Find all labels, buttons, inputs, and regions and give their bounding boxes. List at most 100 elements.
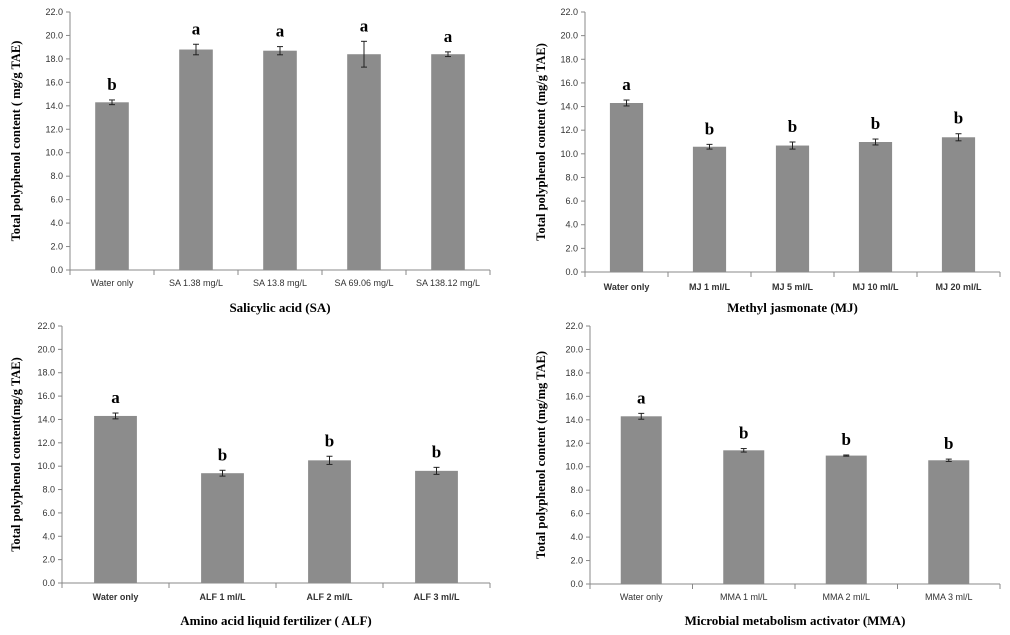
- y-tick-label: 18.0: [565, 368, 583, 378]
- y-tick-label: 16.0: [565, 391, 583, 401]
- bar: [941, 137, 976, 272]
- chart-panel-sa: 0.0 2.0 4.0 6.0 8.0 10.0 12.0 14.0 16.0 18.0 20.0 2…: [0, 0, 505, 318]
- significance-letter: b: [218, 445, 227, 464]
- x-tick-label: Water only: [604, 282, 650, 292]
- x-tick-label: SA 13.8 mg/L: [253, 278, 307, 288]
- y-tick-label: 0.0: [50, 265, 63, 275]
- y-tick-label: 22.0: [565, 321, 583, 331]
- y-tick-label: 14.0: [565, 415, 583, 425]
- chart-panel-mj: 0.0 2.0 4.0 6.0 8.0 10.0 12.0 14.0 16.0 18.0 20.0 2…: [505, 0, 1010, 318]
- y-axis-label: Total polyphenol content ( mg/g TAE): [9, 41, 23, 242]
- significance-letter: b: [788, 117, 797, 136]
- y-tick-label: 12.0: [565, 438, 583, 448]
- y-tick-label: 6.0: [50, 195, 63, 205]
- x-tick-label: ALF 2 ml/L: [306, 592, 353, 602]
- bar: [263, 50, 297, 271]
- x-tick-label: SA 69.06 mg/L: [334, 278, 393, 288]
- bar: [95, 102, 129, 270]
- y-tick-label: 18.0: [45, 54, 63, 64]
- y-tick-label: 10.0: [37, 461, 55, 471]
- y-tick-label: 20.0: [37, 344, 55, 354]
- y-axis-label: Total polyphenol content(mg/g TAE): [9, 357, 23, 552]
- y-tick-label: 2.0: [565, 243, 578, 253]
- bar: [94, 415, 137, 583]
- significance-letter: b: [954, 109, 963, 128]
- x-tick-label: Water only: [91, 278, 134, 288]
- y-tick-label: 6.0: [42, 508, 55, 518]
- significance-letter: b: [325, 431, 334, 450]
- x-axis-label: Methyl jasmonate (MJ): [727, 300, 858, 315]
- bar: [620, 416, 662, 584]
- y-tick-label: 18.0: [560, 54, 578, 64]
- bar: [723, 450, 765, 584]
- bar-chart-mj: 0.0 2.0 4.0 6.0 8.0 10.0 12.0 14.0 16.0 18.0 20.0 2…: [534, 7, 1001, 315]
- y-axis-label: Total polyphenol content (mg/mg TAE): [534, 351, 548, 559]
- y-tick-label: 6.0: [565, 196, 578, 206]
- y-tick-label: 12.0: [45, 124, 63, 134]
- significance-letter: a: [622, 75, 631, 94]
- significance-letter: b: [107, 75, 116, 94]
- x-tick-label: MMA 3 ml/L: [925, 592, 973, 602]
- y-tick-label: 8.0: [570, 485, 583, 495]
- bar: [431, 54, 465, 270]
- significance-letter: b: [705, 119, 714, 138]
- x-tick-label: MJ 1 ml/L: [689, 282, 731, 292]
- y-tick-label: 0.0: [570, 579, 583, 589]
- y-tick-label: 2.0: [570, 556, 583, 566]
- y-tick-label: 20.0: [565, 344, 583, 354]
- significance-letter: b: [842, 430, 851, 449]
- y-tick-label: 4.0: [565, 220, 578, 230]
- significance-letter: b: [944, 434, 953, 453]
- y-tick-label: 10.0: [45, 148, 63, 158]
- y-tick-label: 8.0: [565, 172, 578, 182]
- y-tick-label: 2.0: [50, 242, 63, 252]
- y-tick-label: 14.0: [560, 102, 578, 112]
- x-axis-label: Microbial metabolism activator (MMA): [685, 613, 906, 628]
- bar: [692, 146, 727, 272]
- bar-chart-sa: 0.0 2.0 4.0 6.0 8.0 10.0 12.0 14.0 16.0 18.0 20.0 2…: [9, 7, 491, 315]
- chart-panel-alf: 0.0 2.0 4.0 6.0 8.0 10.0 12.0 14.0 16.0 18.0 20.0 2…: [0, 318, 505, 635]
- y-tick-label: 18.0: [37, 368, 55, 378]
- y-tick-label: 22.0: [560, 7, 578, 17]
- y-tick-label: 14.0: [37, 414, 55, 424]
- significance-letter: b: [871, 114, 880, 133]
- bar: [201, 473, 244, 583]
- y-tick-label: 4.0: [570, 532, 583, 542]
- y-tick-label: 0.0: [565, 267, 578, 277]
- x-tick-label: MMA 2 ml/L: [822, 592, 870, 602]
- significance-letter: a: [444, 27, 453, 46]
- y-tick-label: 12.0: [560, 125, 578, 135]
- x-tick-label: ALF 1 ml/L: [199, 592, 246, 602]
- bar: [308, 460, 351, 583]
- significance-letter: b: [432, 442, 441, 461]
- significance-letter: a: [276, 22, 285, 41]
- y-tick-label: 0.0: [42, 578, 55, 588]
- y-tick-label: 12.0: [37, 438, 55, 448]
- significance-letter: b: [739, 424, 748, 443]
- y-tick-label: 4.0: [42, 531, 55, 541]
- bar: [825, 455, 867, 584]
- y-tick-label: 20.0: [45, 30, 63, 40]
- x-axis-label: Salicylic acid (SA): [229, 300, 330, 315]
- significance-letter: a: [111, 388, 120, 407]
- x-axis-label: Amino acid liquid fertilizer ( ALF): [180, 613, 372, 628]
- y-tick-label: 6.0: [570, 509, 583, 519]
- y-tick-label: 22.0: [37, 321, 55, 331]
- x-tick-label: Water only: [620, 592, 663, 602]
- bar: [928, 460, 970, 584]
- y-tick-label: 10.0: [565, 462, 583, 472]
- y-tick-label: 22.0: [45, 7, 63, 17]
- significance-letter: a: [192, 19, 201, 38]
- y-tick-label: 4.0: [50, 218, 63, 228]
- significance-letter: a: [637, 388, 646, 407]
- bar: [858, 142, 893, 272]
- x-tick-label: SA 138.12 mg/L: [416, 278, 480, 288]
- x-tick-label: MMA 1 ml/L: [720, 592, 768, 602]
- x-tick-label: ALF 3 ml/L: [413, 592, 460, 602]
- chart-panel-mma: 0.0 2.0 4.0 6.0 8.0 10.0 12.0 14.0 16.0 18.0 20.0 2…: [505, 318, 1010, 635]
- y-tick-label: 14.0: [45, 101, 63, 111]
- bar: [347, 54, 381, 270]
- y-tick-label: 20.0: [560, 31, 578, 41]
- bar-chart-mma: 0.0 2.0 4.0 6.0 8.0 10.0 12.0 14.0 16.0 18.0 20.0 2…: [534, 321, 1001, 628]
- bar: [179, 49, 213, 271]
